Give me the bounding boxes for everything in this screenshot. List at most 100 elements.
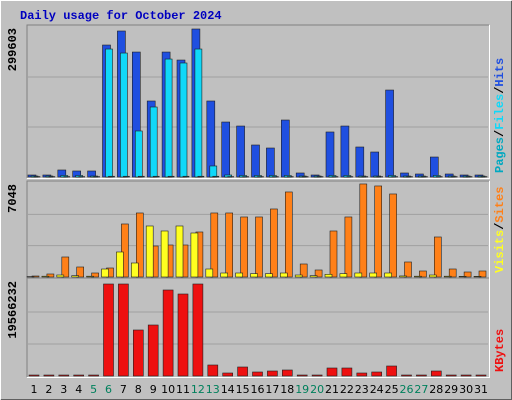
x-tick-label: 8 (135, 383, 142, 396)
legend-separator: / (493, 130, 507, 137)
x-tick-label: 4 (75, 383, 82, 396)
bar (221, 121, 230, 178)
bar (210, 212, 219, 278)
x-tick-label: 25 (385, 383, 399, 396)
bar (135, 130, 143, 178)
bar (28, 374, 40, 377)
x-tick-label: 11 (176, 383, 190, 396)
bar (279, 272, 288, 278)
bar (209, 165, 218, 178)
bar (73, 374, 84, 377)
x-tick-label: 14 (221, 383, 235, 396)
bar (359, 183, 368, 278)
bar (76, 266, 84, 278)
bar (326, 367, 338, 377)
bar (149, 106, 158, 178)
bar (458, 276, 467, 278)
bar (123, 175, 130, 178)
bar (399, 275, 407, 278)
bar (175, 225, 184, 278)
x-tick-label: 18 (280, 383, 294, 396)
bar (433, 236, 442, 278)
bar (445, 374, 457, 377)
bar (355, 146, 365, 178)
bar (414, 275, 422, 278)
x-tick-label: 21 (325, 383, 339, 396)
bar (371, 371, 383, 377)
bar (118, 283, 129, 377)
x-tick-label: 12 (191, 383, 205, 396)
x-tick-label: 31 (474, 383, 488, 396)
bar (314, 269, 323, 278)
x-tick-label: 28 (429, 383, 443, 396)
bar (341, 367, 353, 377)
x-tick-label: 6 (105, 383, 112, 396)
bar (121, 223, 129, 278)
bar (344, 216, 353, 278)
bar (179, 62, 188, 178)
bar (105, 48, 113, 178)
bar (294, 274, 303, 278)
legend: Visits/Sites (493, 187, 507, 273)
bar (299, 263, 308, 278)
bar (207, 364, 219, 377)
chart-title: Daily usage for October 2024 (20, 9, 222, 23)
legend-entry: Files (493, 94, 507, 130)
legend: Pages/Files/Hits (493, 58, 507, 173)
bar (58, 374, 70, 377)
bar (284, 191, 293, 278)
bar (428, 274, 437, 278)
bar (309, 275, 318, 278)
y-tick-label: 7048 (6, 184, 20, 213)
bar (236, 125, 245, 178)
bar (240, 216, 248, 278)
bar (386, 365, 397, 377)
bar (103, 283, 114, 377)
bar (205, 268, 214, 278)
bar (86, 275, 94, 278)
bar (235, 272, 243, 278)
x-tick-label: 20 (310, 383, 324, 396)
bar (270, 208, 278, 278)
x-tick-label: 30 (459, 383, 473, 396)
bar (339, 273, 348, 278)
bar (384, 272, 392, 278)
x-tick-label: 1 (31, 383, 38, 396)
bar (131, 262, 139, 278)
bar (329, 230, 338, 278)
bar (88, 374, 99, 377)
legend-entry: KBytes (493, 329, 507, 372)
bar (324, 274, 333, 278)
bar (266, 147, 275, 178)
bar (401, 374, 412, 377)
y-tick-label: 299603 (6, 28, 20, 71)
legend-entry: Pages (493, 137, 507, 173)
legend-entry: Sites (493, 187, 507, 223)
bar (265, 273, 273, 278)
bar (416, 374, 427, 377)
panel-bevel (26, 277, 489, 377)
x-tick-label: 23 (355, 383, 369, 396)
bar (237, 366, 248, 377)
bar (136, 212, 144, 278)
bar (147, 324, 159, 377)
bar (340, 125, 350, 178)
bar (108, 175, 115, 178)
bar (354, 272, 363, 278)
legend-separator: / (493, 87, 507, 94)
bar (475, 374, 487, 377)
bar (251, 144, 260, 178)
x-tick-label: 22 (340, 383, 354, 396)
bar (255, 216, 263, 278)
bar (478, 270, 487, 278)
x-tick-label: 24 (370, 383, 384, 396)
bar (252, 371, 263, 377)
bar (182, 175, 190, 178)
x-tick-label: 17 (265, 383, 279, 396)
bar (419, 270, 427, 278)
bar (225, 212, 233, 278)
bar (311, 374, 323, 377)
panel-bevel (26, 180, 489, 278)
x-tick-label: 9 (150, 383, 157, 396)
